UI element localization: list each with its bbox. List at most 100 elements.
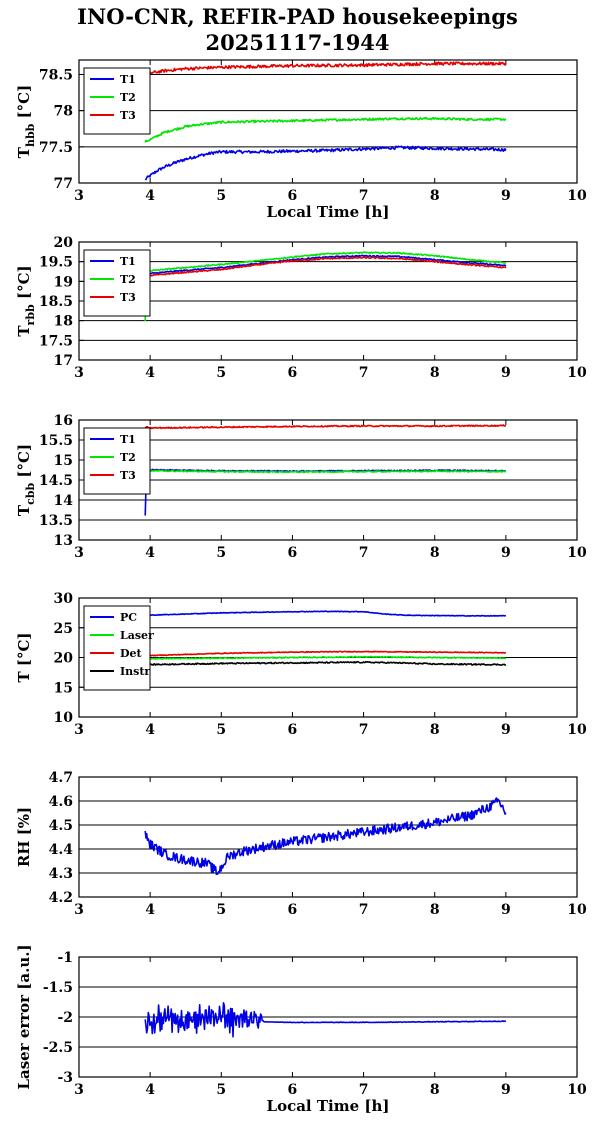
x-tick-label: 9 [501, 545, 511, 561]
title-line-1: INO-CNR, REFIR-PAD housekeepings [77, 4, 518, 29]
y-tick-label: 4.5 [49, 818, 73, 834]
x-tick-label: 7 [359, 1082, 369, 1098]
x-tick-label: 8 [430, 902, 440, 918]
y-tick-label: 17 [54, 353, 73, 369]
series-line-laser [144, 655, 507, 660]
y-tick-label: 20 [54, 651, 74, 667]
x-tick-label: 7 [359, 188, 369, 204]
y-axis-label: Trbb [°C] [15, 265, 37, 336]
y-tick-label: 4.7 [49, 770, 73, 786]
x-tick-label: 3 [74, 365, 84, 381]
x-tick-label: 10 [567, 902, 587, 918]
y-tick-label: 77.5 [39, 140, 73, 156]
series-line-t3 [144, 256, 507, 305]
series-line-t2 [144, 116, 507, 143]
chart-panel-3: 13 13.5 14 14.5 15 15.5 16 3 4 5 6 7 8 9 10 T1 T2 T3 Tcbb … [15, 413, 587, 561]
plot-frame [78, 241, 578, 361]
y-tick-label: 78 [54, 104, 73, 120]
chart-title: INO-CNR, REFIR-PAD housekeepings 2025111… [0, 4, 595, 56]
x-tick-label: 3 [74, 545, 84, 561]
y-tick-label: 13.5 [39, 513, 73, 529]
series-line-t2 [144, 251, 507, 322]
x-tick-label: 4 [145, 365, 155, 381]
y-tick-label: 19.5 [39, 255, 73, 271]
y-tick-label: 25 [54, 621, 73, 637]
x-axis-label: Local Time [h] [267, 1097, 390, 1115]
series-line-t3 [144, 424, 507, 430]
x-tick-label: 4 [145, 1082, 155, 1098]
y-tick-label: 4.3 [49, 866, 73, 882]
plot-frame [78, 597, 578, 718]
x-tick-label: 6 [288, 1082, 298, 1098]
legend-label-t1: T1 [120, 433, 136, 446]
y-tick-label: 19 [54, 274, 73, 290]
y-axis-label: T [°C] [15, 632, 33, 682]
y-axis-label: RH [%] [15, 807, 33, 867]
y-tick-label: 18.5 [39, 294, 73, 310]
x-tick-label: 8 [430, 365, 440, 381]
legend-label-t2: T2 [120, 273, 136, 286]
y-tick-label: 18 [54, 314, 73, 330]
y-axis-label: Thbb [°C] [15, 85, 37, 158]
legend-label-t3: T3 [120, 291, 136, 304]
x-tick-label: 8 [430, 188, 440, 204]
y-axis-label: Tcbb [°C] [15, 444, 37, 516]
y-tick-label: 15 [54, 680, 73, 696]
x-tick-label: 5 [216, 365, 226, 381]
x-tick-label: 9 [501, 188, 511, 204]
x-tick-label: 9 [501, 722, 511, 738]
legend-label-t1: T1 [120, 255, 136, 268]
plot-frame [78, 956, 578, 1078]
y-tick-label: 30 [54, 591, 74, 607]
x-tick-label: 4 [145, 722, 155, 738]
x-tick-label: 6 [288, 722, 298, 738]
x-tick-label: 5 [216, 545, 226, 561]
legend-label-t3: T3 [120, 109, 136, 122]
y-axis-label: Laser error [a.u.] [15, 944, 33, 1089]
series-line-data [144, 1001, 507, 1038]
chart-panel-6: -3 -2.5 -2 -1.5 -1 3 4 5 6 7 8 9 10 Laser error [a.u.… [15, 944, 587, 1115]
x-tick-label: 10 [567, 545, 587, 561]
series-line-t2 [144, 469, 507, 492]
y-tick-label: 77 [54, 176, 73, 192]
y-tick-label: 16 [54, 413, 73, 429]
plot-frame [78, 59, 578, 184]
x-tick-label: 10 [567, 1082, 587, 1098]
x-tick-label: 5 [216, 902, 226, 918]
y-tick-label: 4.4 [49, 842, 74, 858]
x-tick-label: 8 [430, 1082, 440, 1098]
y-tick-label: 14 [54, 493, 74, 509]
x-tick-label: 5 [216, 1082, 226, 1098]
x-tick-label: 6 [288, 188, 298, 204]
series-line-t1 [144, 468, 507, 516]
x-tick-label: 10 [567, 722, 587, 738]
y-tick-label: -3 [57, 1070, 73, 1086]
y-tick-label: -2 [57, 1010, 73, 1026]
y-tick-label: 4.2 [49, 890, 73, 906]
series-line-data [144, 797, 507, 876]
chart-panel-5: 4.2 4.3 4.4 4.5 4.6 4.7 3 4 5 6 7 8 9 10 RH [%] [15, 770, 587, 918]
legend-label-t2: T2 [120, 91, 136, 104]
y-tick-label: 15 [54, 453, 73, 469]
y-tick-label: 20 [54, 235, 74, 251]
x-axis-label: Local Time [h] [267, 203, 390, 221]
y-tick-label: 78.5 [39, 67, 73, 83]
x-tick-label: 7 [359, 365, 369, 381]
y-tick-label: 15.5 [39, 433, 73, 449]
x-tick-label: 8 [430, 722, 440, 738]
x-tick-label: 7 [359, 722, 369, 738]
y-tick-label: 14.5 [39, 473, 73, 489]
x-tick-label: 5 [216, 722, 226, 738]
y-tick-label: 4.6 [49, 794, 73, 810]
legend-box [83, 249, 151, 317]
x-tick-label: 3 [74, 902, 84, 918]
x-tick-label: 10 [567, 188, 587, 204]
y-tick-label: 13 [54, 533, 73, 549]
legend-label-t3: T3 [120, 469, 136, 482]
x-tick-label: 9 [501, 1082, 511, 1098]
chart-panel-2: 17 17.5 18 18.5 19 19.5 20 3 4 5 6 7 8 9 10 T1 T2 T3 Trbb … [15, 235, 587, 381]
title-line-2: 20251117-1944 [205, 30, 390, 55]
x-tick-label: 5 [216, 188, 226, 204]
